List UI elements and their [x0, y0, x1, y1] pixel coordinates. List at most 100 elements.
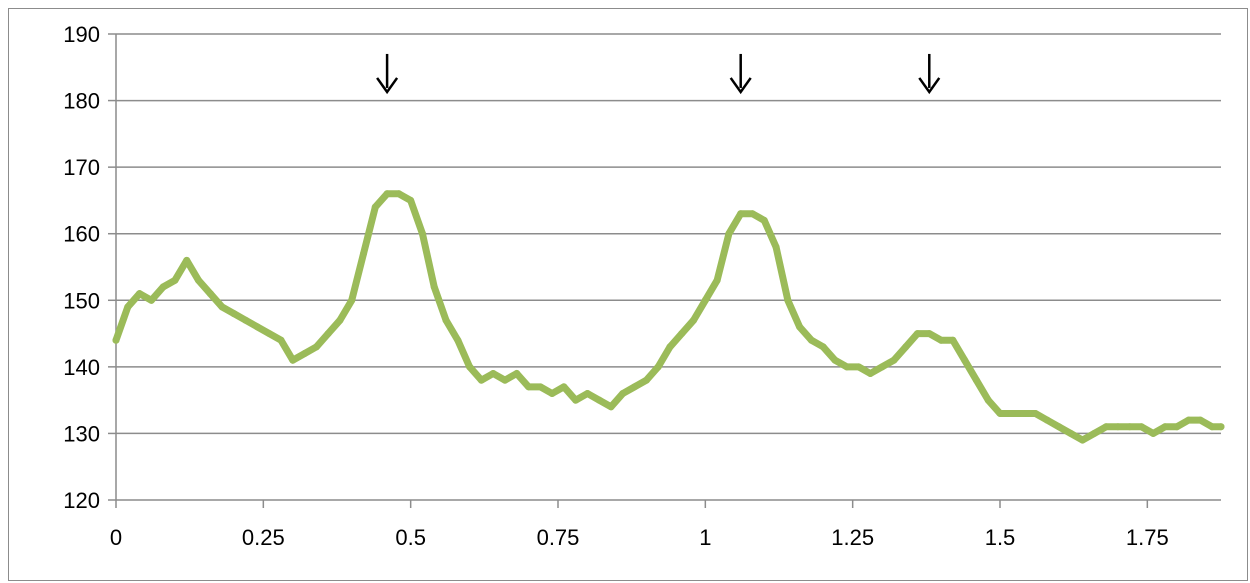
data-point: [112, 336, 120, 344]
data-point: [312, 343, 320, 351]
data-point: [843, 363, 851, 371]
data-point: [301, 350, 309, 358]
data-point: [136, 290, 144, 298]
data-point: [395, 190, 403, 198]
data-point: [513, 370, 521, 378]
data-point: [1031, 409, 1039, 417]
data-point: [760, 216, 768, 224]
data-point: [1173, 423, 1181, 431]
data-point: [1008, 409, 1016, 417]
data-point: [360, 250, 368, 258]
annotation-arrows: [376, 53, 941, 95]
down-arrow-head: [918, 77, 941, 95]
data-point: [1137, 423, 1145, 431]
data-point: [1185, 416, 1193, 424]
data-point: [242, 316, 250, 324]
data-point: [477, 376, 485, 384]
y-tick-label-150: 150: [63, 288, 100, 313]
x-tick-label-0.75: 0.75: [537, 525, 580, 550]
data-point: [1126, 423, 1134, 431]
data-point: [784, 296, 792, 304]
series-layer: [112, 190, 1225, 444]
y-tick-label-140: 140: [63, 355, 100, 380]
data-point: [560, 383, 568, 391]
data-point: [772, 243, 780, 251]
series-line-0: [112, 190, 1225, 444]
down-arrow-icon: [729, 53, 752, 95]
data-point: [878, 363, 886, 371]
data-point: [1020, 409, 1028, 417]
x-tick-label-1: 1: [699, 525, 711, 550]
data-point: [489, 370, 497, 378]
data-point: [418, 230, 426, 238]
data-point: [159, 283, 167, 291]
grid-lines: [108, 33, 1221, 501]
data-point: [1217, 423, 1225, 431]
data-point: [454, 336, 462, 344]
data-point: [725, 230, 733, 238]
axes: [115, 34, 1221, 508]
data-point: [442, 316, 450, 324]
data-point: [1055, 423, 1063, 431]
data-point: [265, 330, 273, 338]
data-point: [1161, 423, 1169, 431]
data-point: [631, 383, 639, 391]
data-point: [206, 290, 214, 298]
data-point: [819, 343, 827, 351]
data-point: [701, 296, 709, 304]
data-point: [277, 336, 285, 344]
data-point: [607, 403, 615, 411]
y-tick-label-190: 190: [63, 22, 100, 47]
data-point: [666, 343, 674, 351]
down-arrow-icon: [918, 53, 941, 95]
data-point: [654, 363, 662, 371]
x-tick-label-1.25: 1.25: [831, 525, 874, 550]
y-tick-label-170: 170: [63, 155, 100, 180]
data-point: [195, 276, 203, 284]
data-point: [371, 203, 379, 211]
data-point: [913, 330, 921, 338]
data-point: [949, 336, 957, 344]
x-tick-label-0: 0: [110, 525, 122, 550]
data-point: [890, 356, 898, 364]
data-point: [642, 376, 650, 384]
data-point: [866, 370, 874, 378]
data-point: [124, 303, 132, 311]
y-tick-label-120: 120: [63, 488, 100, 513]
data-point: [855, 363, 863, 371]
data-point: [807, 336, 815, 344]
line-chart: 120 130 140 150 160 170 180 190 0 0.25 0.5 0.75 1 1.…: [63, 22, 1225, 550]
data-point: [937, 336, 945, 344]
data-point: [902, 343, 910, 351]
data-point: [336, 316, 344, 324]
y-axis-tick-labels: 120 130 140 150 160 170 180 190: [63, 22, 100, 513]
y-tick-label-130: 130: [63, 421, 100, 446]
data-point: [595, 396, 603, 404]
data-point: [972, 376, 980, 384]
y-tick-label-180: 180: [63, 89, 100, 114]
data-point: [218, 303, 226, 311]
data-point: [1090, 429, 1098, 437]
data-point: [230, 310, 238, 318]
data-point: [536, 383, 544, 391]
chart-frame: 120 130 140 150 160 170 180 190 0 0.25 0.5 0.75 1 1.…: [8, 8, 1248, 581]
data-point: [1196, 416, 1204, 424]
data-point: [690, 316, 698, 324]
data-point: [1208, 423, 1216, 431]
data-point: [348, 296, 356, 304]
data-point: [619, 389, 627, 397]
data-point: [583, 389, 591, 397]
down-arrow-head: [729, 77, 752, 95]
x-tick-label-1.5: 1.5: [985, 525, 1016, 550]
data-point: [1079, 436, 1087, 444]
down-arrow-head: [376, 77, 399, 95]
data-point: [996, 409, 1004, 417]
data-point: [183, 256, 191, 264]
data-point: [253, 323, 261, 331]
data-point: [713, 276, 721, 284]
data-point: [961, 356, 969, 364]
data-point: [737, 210, 745, 218]
data-point: [383, 190, 391, 198]
data-point: [289, 356, 297, 364]
data-point: [1114, 423, 1122, 431]
